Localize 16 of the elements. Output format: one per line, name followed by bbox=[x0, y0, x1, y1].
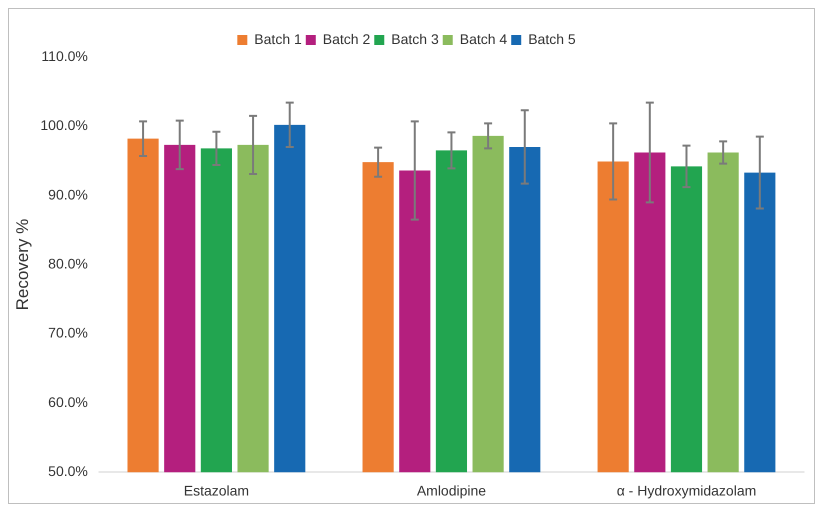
legend-label: Batch 4 bbox=[460, 30, 508, 47]
x-tick-label: Amlodipine bbox=[416, 482, 486, 498]
y-tick-label: 110.0% bbox=[41, 48, 88, 64]
legend-label: Batch 1 bbox=[254, 30, 302, 47]
y-tick-label: 50.0% bbox=[48, 463, 88, 480]
y-tick-label: 80.0% bbox=[48, 255, 88, 272]
legend-label: Batch 3 bbox=[391, 30, 439, 47]
y-tick-label: 60.0% bbox=[48, 394, 88, 410]
y-tick-label: 70.0% bbox=[48, 324, 88, 341]
legend-label: Batch 2 bbox=[322, 30, 370, 47]
y-axis-title: Recovery % bbox=[12, 218, 32, 310]
y-tick-label: 100.0% bbox=[40, 117, 88, 134]
x-tick-label: α - Hydroxymidazolam bbox=[616, 482, 756, 498]
x-tick-label: Estazolam bbox=[184, 482, 250, 498]
y-tick-label: 90.0% bbox=[48, 186, 88, 202]
legend-label: Batch 5 bbox=[528, 30, 576, 47]
